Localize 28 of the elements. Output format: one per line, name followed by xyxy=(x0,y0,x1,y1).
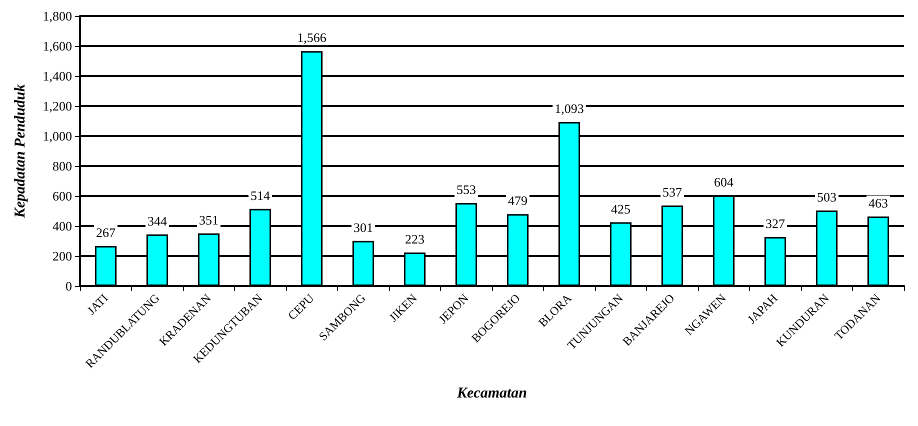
y-tick-label: 200 xyxy=(52,248,72,264)
x-axis-title: Kecamatan xyxy=(456,386,527,402)
data-label: 267 xyxy=(96,224,116,240)
data-label: 604 xyxy=(714,174,734,190)
data-label: 479 xyxy=(508,193,528,208)
data-label: 327 xyxy=(766,216,786,231)
data-label: 537 xyxy=(662,184,682,200)
data-label: 351 xyxy=(199,212,218,228)
y-tick-label: 1,000 xyxy=(42,128,72,144)
y-tick-label: 1,400 xyxy=(42,68,72,84)
data-label: 301 xyxy=(354,220,373,235)
y-tick-label: 800 xyxy=(52,158,72,174)
y-tick-label: 400 xyxy=(52,218,72,234)
data-label: 503 xyxy=(817,190,836,205)
data-label: 223 xyxy=(405,232,424,247)
y-tick-label: 1,200 xyxy=(42,98,72,114)
y-tick-label: 1,800 xyxy=(42,8,72,24)
data-label: 514 xyxy=(250,188,270,203)
y-tick-label: 600 xyxy=(52,188,72,204)
data-label: 344 xyxy=(148,213,168,228)
data-label: 463 xyxy=(868,196,888,211)
data-label: 1,093 xyxy=(554,101,584,116)
y-tick-label: 1,600 xyxy=(42,38,72,54)
y-axis-title: Kepadatan Penduduk xyxy=(12,84,28,219)
data-label: 425 xyxy=(611,201,630,216)
data-label: 553 xyxy=(456,182,476,198)
data-label: 1,566 xyxy=(297,30,327,46)
y-tick-label: 0 xyxy=(66,278,72,294)
